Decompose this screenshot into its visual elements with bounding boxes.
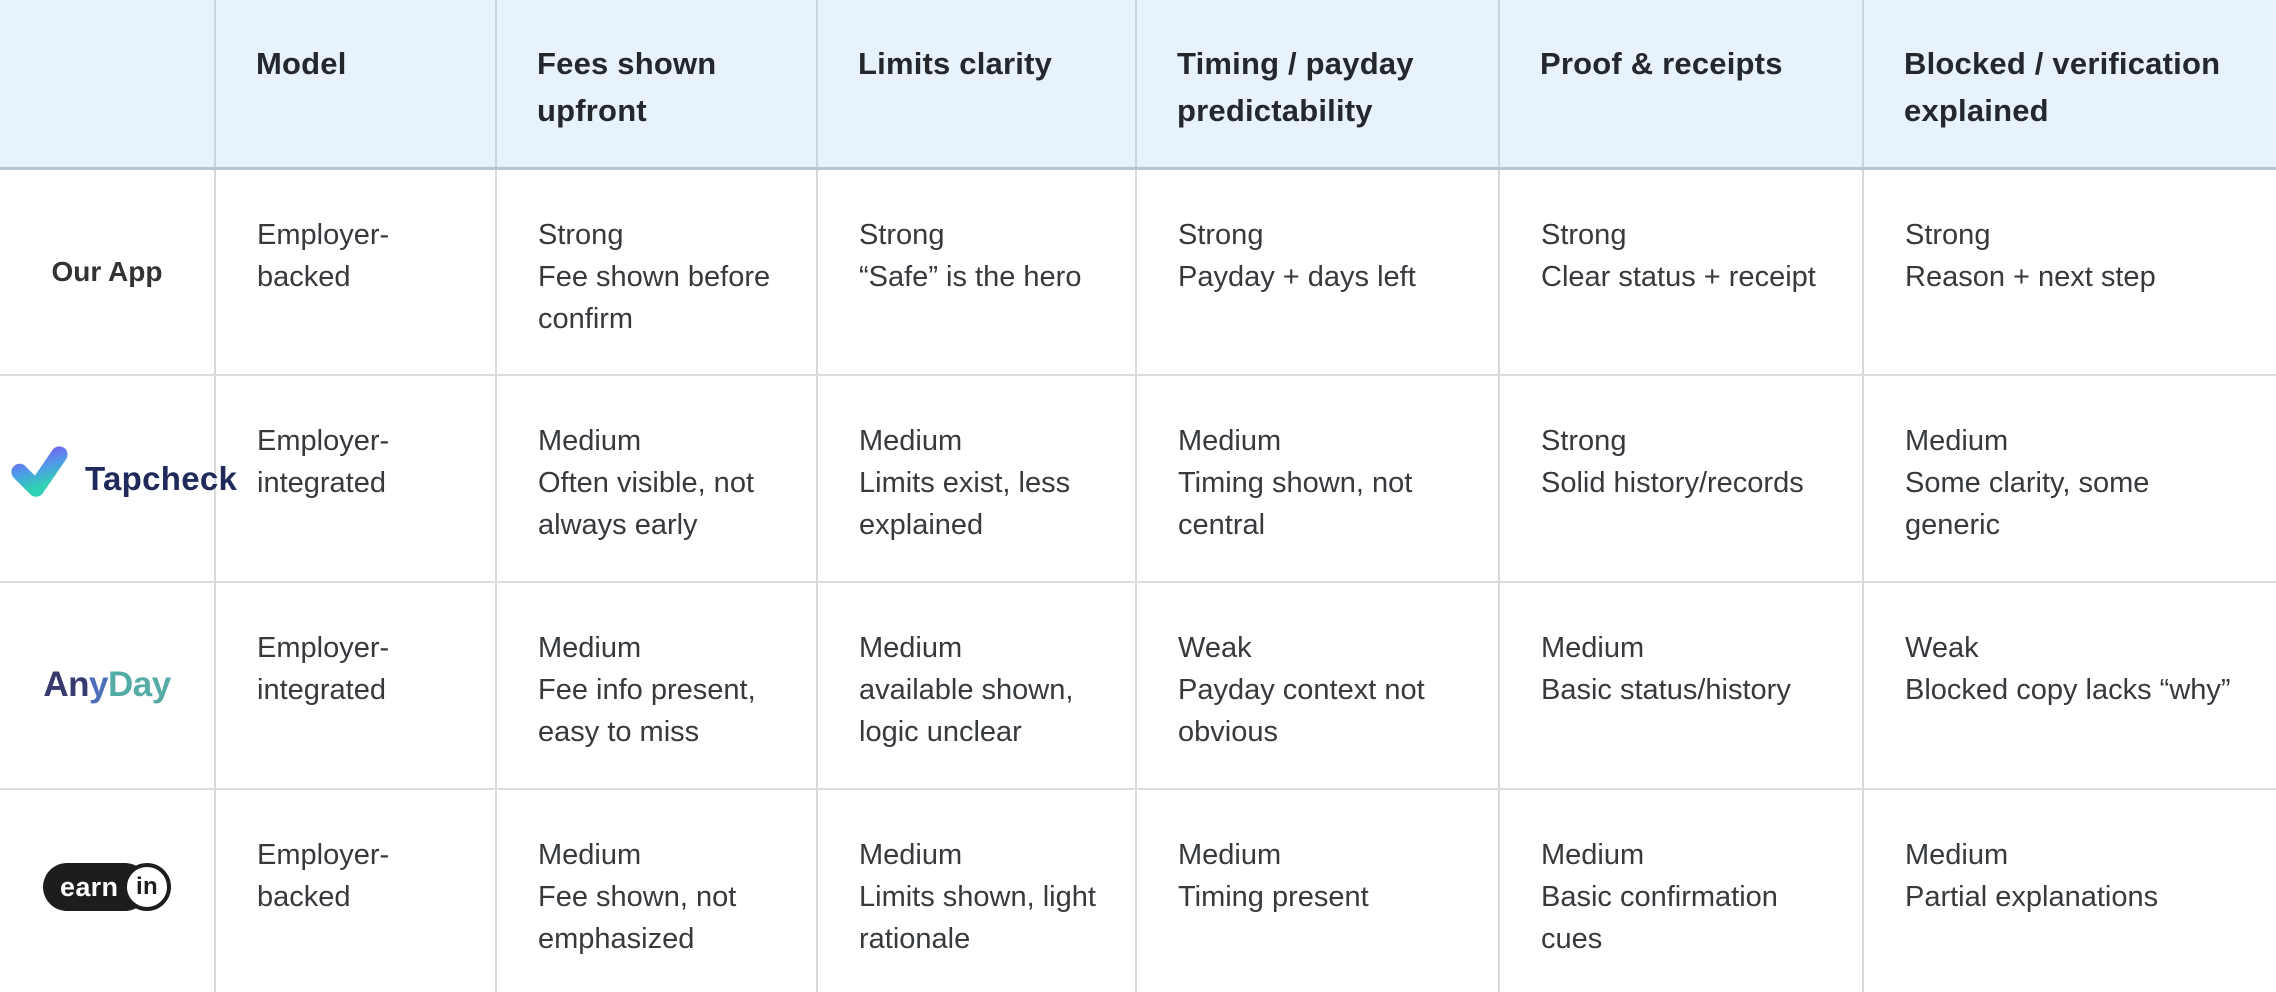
- tapcheck-wordmark: Tapcheck: [85, 459, 238, 497]
- note-text: Reason + next step: [1905, 260, 2156, 293]
- cell-anyday-proof: Medium Basic status/history: [1499, 582, 1864, 790]
- rating-text: Medium: [538, 839, 642, 871]
- note-text: Limits exist, less explained: [859, 467, 1071, 541]
- cell-anyday-fees: Medium Fee info present, easy to miss: [496, 582, 818, 790]
- our-app-label: Our App: [51, 255, 163, 287]
- header-timing: Timing / payday predictability: [1136, 0, 1500, 170]
- earnin-circle-badge: in: [123, 862, 171, 911]
- tapcheck-logo: Tapcheck: [8, 442, 237, 516]
- anyday-logo: AnyDay: [43, 664, 171, 704]
- cell-tapcheck-model: Employer-integrated: [215, 375, 497, 583]
- header-proof: Proof & receipts: [1499, 0, 1864, 170]
- rating-text: Medium: [1905, 839, 2009, 871]
- rating-text: Medium: [1541, 839, 1645, 871]
- cell-anyday-blocked: Weak Blocked copy lacks “why”: [1863, 582, 2276, 790]
- cell-earnin-proof: Medium Basic confirmation cues: [1499, 789, 1864, 992]
- cell-earnin-timing: Medium Timing present: [1136, 789, 1500, 992]
- tapcheck-check-icon: [8, 442, 70, 516]
- anyday-wordmark-day: Day: [107, 664, 171, 704]
- cell-anyday-timing: Weak Payday context not obvious: [1136, 582, 1500, 790]
- cell-our-app-timing: Strong Payday + days left: [1136, 168, 1500, 376]
- earnin-logo: earn in: [43, 862, 171, 911]
- note-text: Basic confirmation cues: [1541, 881, 1778, 955]
- anyday-wordmark-an: An: [43, 664, 89, 704]
- note-text: Payday context not obvious: [1178, 674, 1425, 748]
- note-text: Fee shown, not emphasized: [538, 881, 737, 955]
- cell-tapcheck-timing: Medium Timing shown, not central: [1136, 375, 1500, 583]
- cell-anyday-model: Employer-integrated: [215, 582, 497, 790]
- cell-tapcheck-proof: Strong Solid history/records: [1499, 375, 1864, 583]
- cell-our-app-model: Employer-backed: [215, 168, 497, 376]
- rating-text: Strong: [1905, 218, 1991, 251]
- row-tapcheck: Tapcheck Employer-integrated Medium Ofte…: [0, 375, 2276, 583]
- note-text: Timing present: [1178, 881, 1369, 913]
- header-blank: [0, 0, 216, 170]
- header-row: Model Fees shown upfront Limits clarity …: [0, 0, 2276, 170]
- row-label-anyday: AnyDay: [0, 582, 216, 790]
- rating-text: Employer-integrated: [257, 632, 390, 706]
- note-text: Solid history/records: [1541, 467, 1804, 499]
- anyday-wordmark-y: y: [88, 664, 108, 704]
- row-our-app: Our App Employer-backed Strong Fee shown…: [0, 168, 2276, 376]
- header-blocked: Blocked / verification explained: [1863, 0, 2276, 170]
- note-text: Often visible, not always early: [538, 467, 754, 541]
- note-text: Some clarity, some generic: [1905, 467, 2150, 541]
- rating-text: Strong: [1541, 218, 1627, 251]
- rating-text: Strong: [1178, 218, 1264, 251]
- row-anyday: AnyDay Employer-integrated Medium Fee in…: [0, 582, 2276, 790]
- rating-text: Medium: [859, 839, 963, 871]
- rating-text: Weak: [1178, 632, 1252, 664]
- rating-text: Employer-backed: [257, 839, 390, 913]
- note-text: Partial explanations: [1905, 881, 2159, 913]
- cell-our-app-proof: Strong Clear status + receipt: [1499, 168, 1864, 376]
- note-text: Fee info present, easy to miss: [538, 674, 756, 748]
- rating-text: Medium: [859, 425, 963, 457]
- note-text: Fee shown before confirm: [538, 260, 771, 335]
- cell-earnin-blocked: Medium Partial explanations: [1863, 789, 2276, 992]
- rating-text: Medium: [1178, 425, 1282, 457]
- cell-tapcheck-fees: Medium Often visible, not always early: [496, 375, 818, 583]
- header-limits: Limits clarity: [817, 0, 1137, 170]
- header-model: Model: [215, 0, 497, 170]
- cell-our-app-limits: Strong “Safe” is the hero: [817, 168, 1137, 376]
- note-text: Payday + days left: [1178, 260, 1416, 293]
- rating-text: Weak: [1905, 632, 1979, 664]
- rating-text: Strong: [1541, 425, 1627, 457]
- rating-text: Strong: [859, 218, 945, 251]
- rating-text: Medium: [538, 425, 642, 457]
- row-label-earnin: earn in: [0, 789, 216, 992]
- cell-anyday-limits: Medium available shown, logic unclear: [817, 582, 1137, 790]
- rating-text: Medium: [1541, 632, 1645, 664]
- note-text: Limits shown, light rationale: [859, 881, 1096, 955]
- table-header: Model Fees shown upfront Limits clarity …: [0, 0, 2276, 170]
- rating-text: Medium: [1178, 839, 1282, 871]
- rating-text: Medium: [538, 632, 642, 664]
- note-text: “Safe” is the hero: [859, 260, 1082, 293]
- note-text: Timing shown, not central: [1178, 467, 1413, 541]
- note-text: available shown, logic unclear: [859, 674, 1074, 748]
- rating-text: Employer-backed: [257, 218, 390, 293]
- note-text: Basic status/history: [1541, 674, 1791, 706]
- cell-earnin-fees: Medium Fee shown, not emphasized: [496, 789, 818, 992]
- note-text: Blocked copy lacks “why”: [1905, 674, 2231, 706]
- cell-tapcheck-limits: Medium Limits exist, less explained: [817, 375, 1137, 583]
- rating-text: Medium: [1905, 425, 2009, 457]
- row-label-our-app: Our App: [0, 168, 216, 376]
- cell-our-app-fees: Strong Fee shown before confirm: [496, 168, 818, 376]
- cell-earnin-limits: Medium Limits shown, light rationale: [817, 789, 1137, 992]
- row-earnin: earn in Employer-backed Medium Fee shown…: [0, 789, 2276, 992]
- rating-text: Strong: [538, 218, 624, 251]
- cell-earnin-model: Employer-backed: [215, 789, 497, 992]
- row-label-tapcheck: Tapcheck: [0, 375, 237, 583]
- note-text: Clear status + receipt: [1541, 260, 1816, 293]
- rating-text: Medium: [859, 632, 963, 664]
- rating-text: Employer-integrated: [257, 425, 390, 499]
- cell-our-app-blocked: Strong Reason + next step: [1863, 168, 2276, 376]
- cell-tapcheck-blocked: Medium Some clarity, some generic: [1863, 375, 2276, 583]
- header-fees: Fees shown upfront: [496, 0, 818, 170]
